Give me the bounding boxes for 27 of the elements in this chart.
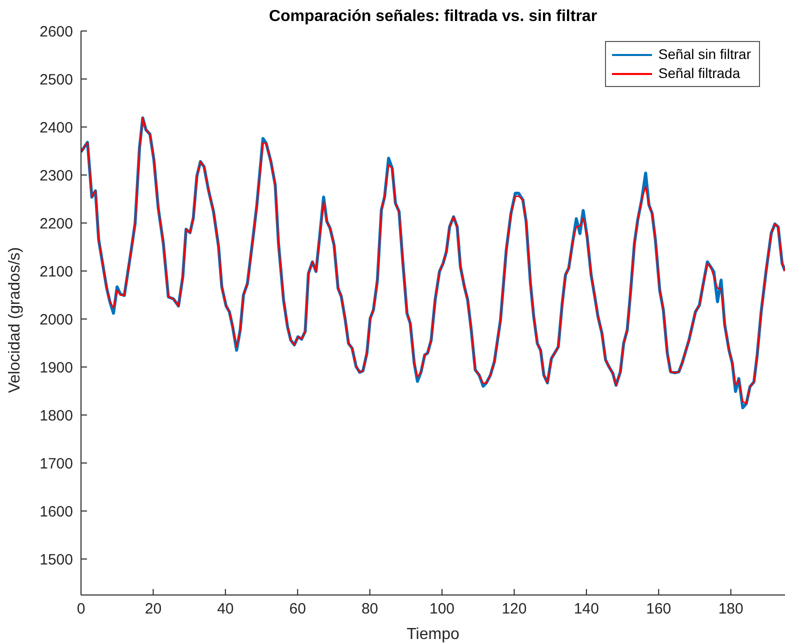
x-tick-label: 160 — [646, 600, 672, 618]
x-tick-label: 0 — [76, 600, 86, 618]
y-tick-label: 2300 — [40, 167, 73, 184]
y-tick-label: 2200 — [40, 215, 73, 232]
y-axis-title: Velocidad (grados/s) — [6, 247, 24, 393]
x-tick-label: 120 — [502, 600, 527, 618]
legend-label: Señal filtrada — [658, 64, 740, 83]
legend-label: Señal sin filtrar — [658, 45, 751, 64]
x-tick-label: 180 — [718, 600, 744, 618]
y-tick-label: 2400 — [40, 119, 73, 136]
y-tick-label: 2600 — [40, 23, 73, 40]
x-tick-label: 60 — [289, 600, 306, 618]
y-tick-label: 1800 — [40, 407, 73, 424]
y-tick-label: 1900 — [40, 359, 73, 376]
y-tick-label: 1500 — [40, 551, 73, 568]
x-tick-label: 40 — [217, 600, 234, 618]
x-tick-label: 20 — [144, 600, 162, 618]
chart-title: Comparación señales: filtrada vs. sin filtrar — [268, 8, 598, 26]
x-axis-title: Tiempo — [406, 626, 460, 643]
y-tick-label: 2500 — [40, 71, 73, 88]
x-tick-label: 140 — [574, 600, 599, 618]
x-tick-label: 100 — [430, 600, 455, 618]
y-tick-label: 2000 — [40, 311, 73, 328]
y-tick-label: 1700 — [40, 455, 73, 472]
x-tick-label: 80 — [361, 600, 378, 618]
y-tick-label: 1600 — [40, 503, 73, 520]
y-tick-label: 2100 — [40, 263, 73, 280]
